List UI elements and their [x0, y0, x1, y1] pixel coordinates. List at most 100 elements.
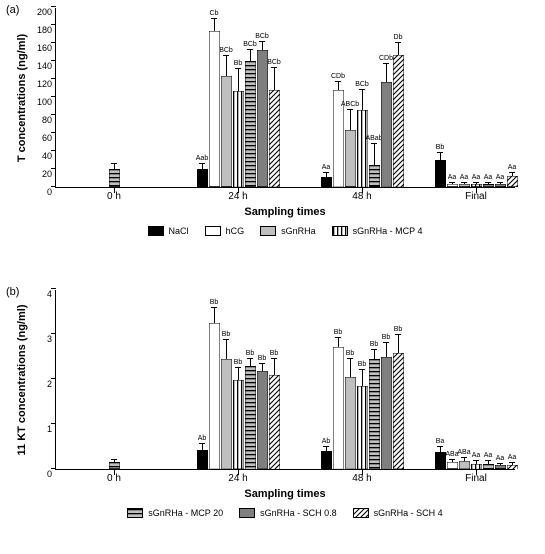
- legend-item-sGnRHa-MCP4: sGnRHa - MCP 4: [332, 226, 423, 236]
- errorbar: [488, 461, 489, 463]
- errorbar: [374, 144, 375, 166]
- bar-sGnRHa-SCH0.8: [257, 50, 268, 187]
- sig-label: BCb: [243, 41, 257, 48]
- sig-label: Aa: [472, 452, 481, 459]
- errorbar: [114, 460, 115, 462]
- bar-sGnRHa: [459, 184, 470, 187]
- sig-label: ABa: [457, 449, 470, 456]
- legend-item-sGnRHa-MCP20: sGnRHa - MCP 20: [127, 508, 223, 518]
- legend-label: sGnRHa - SCH 4: [374, 508, 443, 518]
- bar-sGnRHa-MCP4: [357, 110, 368, 187]
- bar-sGnRHa-SCH0.8: [495, 465, 506, 469]
- errorbar: [452, 183, 453, 185]
- bar-NaCl: [321, 177, 332, 187]
- bar-sGnRHa: [345, 377, 356, 469]
- panel_b-plot: 012340 h24 hAbBbBbBbBbBbBb48 hAbBbBbBbBb…: [55, 290, 515, 470]
- bar-sGnRHa: [221, 76, 232, 187]
- errorbar: [440, 153, 441, 160]
- sig-label: Bb: [246, 350, 255, 357]
- errorbar: [350, 359, 351, 377]
- sig-label: Ab: [322, 438, 331, 445]
- ytick-label: 0: [12, 469, 56, 479]
- bar-hCG: [447, 184, 458, 187]
- bar-sGnRHa-MCP20: [109, 169, 120, 187]
- bar-sGnRHa-SCH4: [393, 55, 404, 187]
- legend-item-sGnRHa-SCH0.8: sGnRHa - SCH 0.8: [239, 508, 337, 518]
- bar-hCG: [333, 347, 344, 469]
- legend-label: sGnRHa: [281, 226, 316, 236]
- bar-sGnRHa-MCP4: [357, 386, 368, 469]
- ytick-label: 20: [12, 169, 56, 179]
- errorbar: [326, 173, 327, 178]
- sig-label: Ab: [198, 435, 207, 442]
- bar-sGnRHa-SCH4: [393, 353, 404, 469]
- sig-label: Bb: [258, 355, 267, 362]
- errorbar: [512, 173, 513, 177]
- legend-label: NaCl: [169, 226, 189, 236]
- errorbar: [512, 463, 513, 465]
- sig-label: Bb: [234, 60, 243, 67]
- panel_a-tag: (a): [6, 4, 19, 16]
- errorbar: [238, 368, 239, 380]
- sig-label: CDb: [331, 73, 345, 80]
- bar-sGnRHa-MCP20: [483, 184, 494, 187]
- errorbar: [250, 359, 251, 366]
- sig-label: Cb: [210, 10, 219, 17]
- sig-label: Bb: [270, 350, 279, 357]
- sig-label: Bb: [234, 359, 243, 366]
- bar-sGnRHa-SCH0.8: [495, 184, 506, 187]
- errorbar: [350, 110, 351, 131]
- sig-label: Bb: [370, 341, 379, 348]
- errorbar: [488, 183, 489, 185]
- errorbar: [238, 69, 239, 91]
- legend-item-sGnRHa-SCH4: sGnRHa - SCH 4: [353, 508, 443, 518]
- errorbar: [386, 64, 387, 82]
- errorbar: [452, 460, 453, 462]
- sig-label: Bb: [346, 350, 355, 357]
- errorbar: [374, 350, 375, 359]
- sig-label: Aa: [508, 164, 517, 171]
- errorbar: [326, 447, 327, 452]
- errorbar: [440, 447, 441, 452]
- bar-sGnRHa-MCP20: [483, 464, 494, 469]
- errorbar: [500, 183, 501, 185]
- bar-sGnRHa-SCH0.8: [381, 357, 392, 470]
- bar-sGnRHa: [459, 461, 470, 469]
- errorbar: [226, 340, 227, 359]
- sig-label: Aa: [472, 174, 481, 181]
- panel_b-ylabel: 11 KT concentrations (ng/ml): [16, 305, 28, 456]
- bar-sGnRHa-MCP20: [245, 366, 256, 470]
- sig-label: BCb: [267, 59, 281, 66]
- bar-sGnRHa-SCH0.8: [381, 82, 392, 187]
- bar-sGnRHa-MCP4: [233, 91, 244, 187]
- sig-label: BCb: [219, 47, 233, 54]
- bar-NaCl: [197, 169, 208, 187]
- errorbar: [500, 464, 501, 466]
- bar-sGnRHa: [221, 359, 232, 469]
- bar-sGnRHa-SCH4: [507, 176, 518, 187]
- sig-label: Bb: [394, 326, 403, 333]
- errorbar: [362, 370, 363, 386]
- errorbar: [338, 338, 339, 347]
- bar-NaCl: [197, 450, 208, 469]
- errorbar: [114, 164, 115, 169]
- bar-NaCl: [435, 160, 446, 187]
- bar-sGnRHa-MCP20: [369, 359, 380, 469]
- legend-label: sGnRHa - MCP 4: [353, 226, 423, 236]
- errorbar: [338, 82, 339, 90]
- panel_a-plot: 0204060801001201401601802000 h24 hAabCbB…: [55, 8, 515, 188]
- legend-item-NaCl: NaCl: [148, 226, 189, 236]
- errorbar: [362, 90, 363, 110]
- sig-label: Bb: [358, 361, 367, 368]
- sig-label: Aa: [460, 174, 469, 181]
- sig-label: Aa: [496, 455, 505, 462]
- sig-label: Aa: [484, 174, 493, 181]
- bar-hCG: [447, 462, 458, 469]
- ytick-label: 0: [12, 187, 56, 197]
- legend-item-hCG: hCG: [205, 226, 245, 236]
- sig-label: ABCb: [341, 101, 359, 108]
- bar-sGnRHa-SCH4: [507, 465, 518, 470]
- sig-label: Aa: [484, 452, 493, 459]
- sig-label: Db: [394, 34, 403, 41]
- errorbar: [262, 364, 263, 371]
